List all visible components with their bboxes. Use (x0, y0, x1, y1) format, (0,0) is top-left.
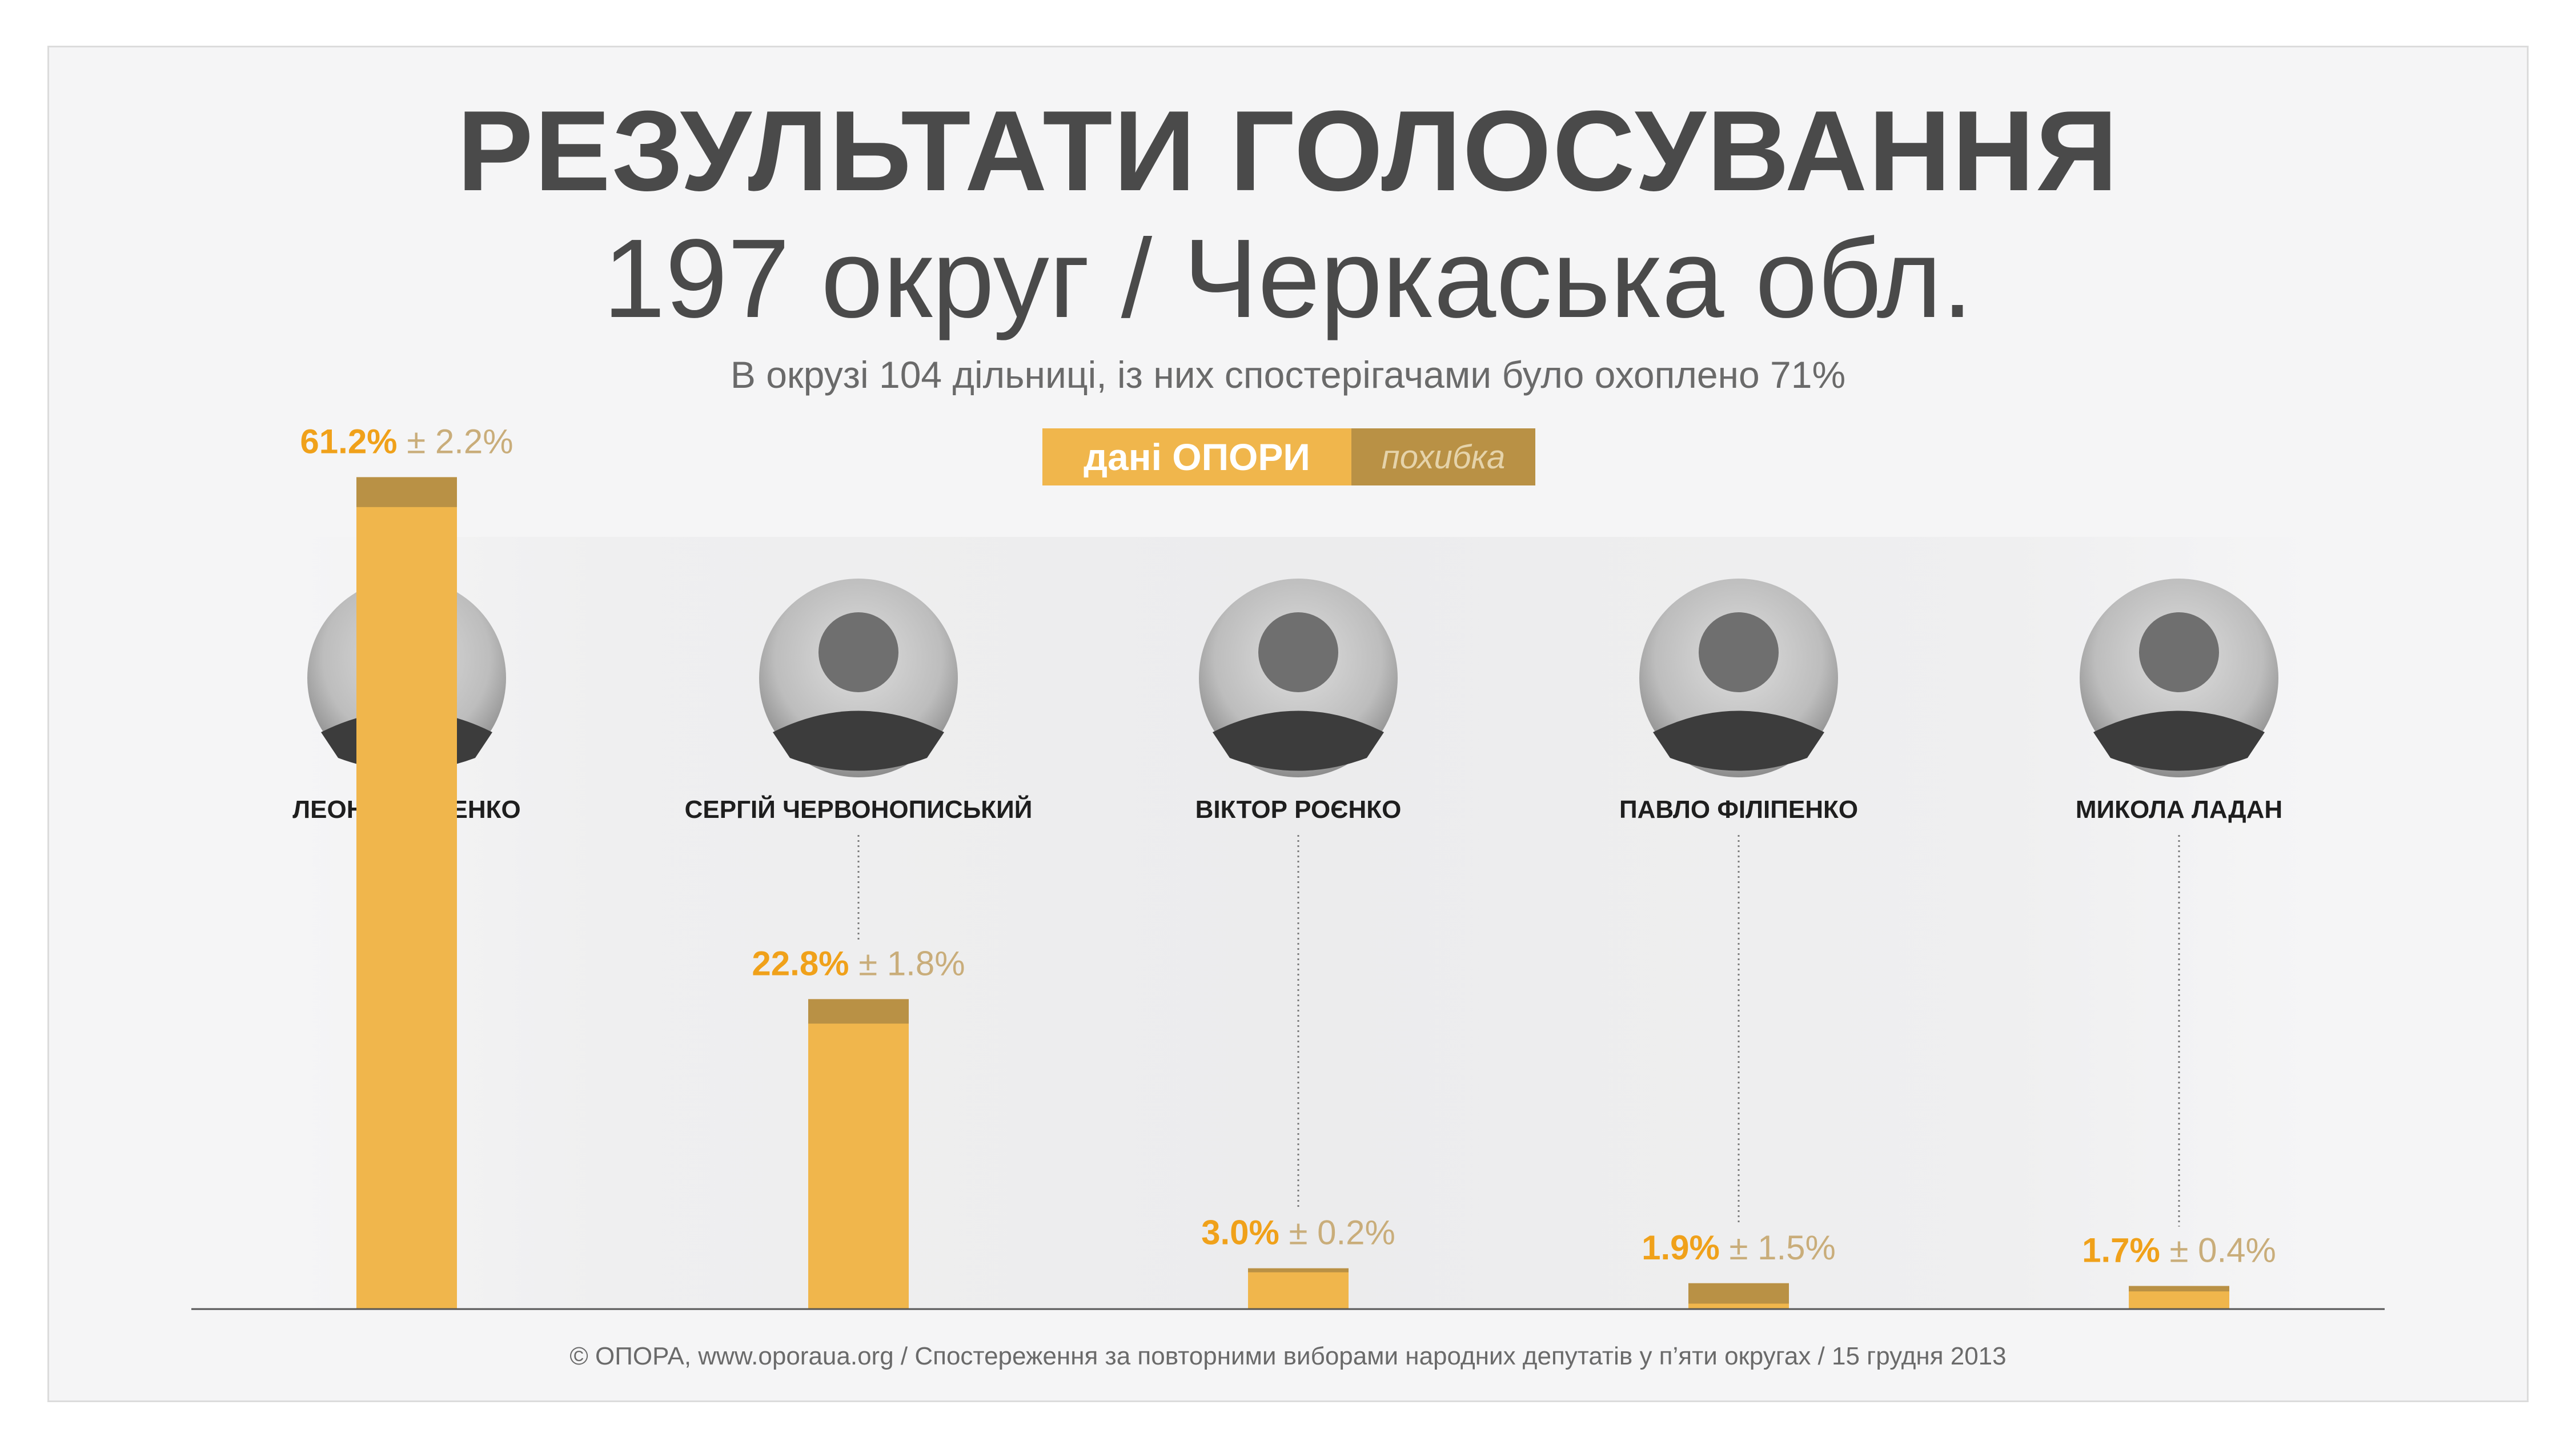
candidate-name: МИКОЛА ЛАДАН (2076, 796, 2282, 824)
bar (1248, 1268, 1349, 1309)
value-label: 22.8% ± 1.8% (752, 944, 965, 982)
candidate-name: ПАВЛО ФІЛІПЕНКО (1619, 796, 1858, 824)
error-band (808, 999, 909, 1024)
candidate-photo-shoulders (1653, 711, 1824, 771)
candidate-photo-head (2139, 612, 2219, 692)
value-percent: 1.9% (1642, 1229, 1720, 1267)
bar (356, 477, 457, 1310)
value-label: 1.7% ± 0.4% (2082, 1231, 2276, 1270)
value-percent: 61.2% (300, 422, 397, 460)
error-band (2129, 1286, 2229, 1292)
error-percent: ± 1.8% (849, 944, 965, 982)
coverage-note: В окрузі 104 дільниці, із них спостеріга… (730, 354, 1846, 396)
candidate-photo-shoulders (773, 711, 944, 771)
candidate-name: СЕРГІЙ ЧЕРВОНОПИСЬКИЙ (685, 794, 1033, 824)
value-percent: 22.8% (752, 944, 849, 982)
footer-credit: © ОПОРА, www.oporaua.org / Спостереження… (569, 1342, 2007, 1370)
candidate-name: ВІКТОР РОЄНКО (1195, 796, 1402, 824)
candidate-photo-head (1699, 612, 1779, 692)
error-percent: ± 1.5% (1720, 1229, 1836, 1267)
error-band (356, 477, 457, 507)
candidate-photo-head (818, 612, 898, 692)
error-percent: ± 2.2% (398, 422, 513, 460)
value-label: 1.9% ± 1.5% (1642, 1229, 1836, 1267)
error-band (1248, 1268, 1349, 1273)
legend-item-error: похибка (1351, 428, 1535, 485)
candidate-photo-shoulders (2093, 711, 2265, 771)
value-label: 61.2% ± 2.2% (300, 422, 513, 460)
chart-subtitle: 197 округ / Черкаська обл. (603, 216, 1973, 341)
legend-item-data: дані ОПОРИ (1042, 428, 1351, 485)
candidate-photo-shoulders (1213, 711, 1384, 771)
error-percent: ± 0.4% (2160, 1231, 2276, 1270)
value-label: 3.0% ± 0.2% (1201, 1214, 1395, 1252)
value-percent: 3.0% (1201, 1214, 1279, 1252)
candidate-photo-head (1258, 612, 1338, 692)
error-percent: ± 0.2% (1279, 1214, 1395, 1252)
error-band (1688, 1283, 1789, 1304)
chart-title: РЕЗУЛЬТАТИ ГОЛОСУВАННЯ (457, 87, 2119, 215)
legend: дані ОПОРИ похибка (1042, 428, 1535, 485)
value-percent: 1.7% (2082, 1231, 2160, 1270)
bar (808, 999, 909, 1309)
